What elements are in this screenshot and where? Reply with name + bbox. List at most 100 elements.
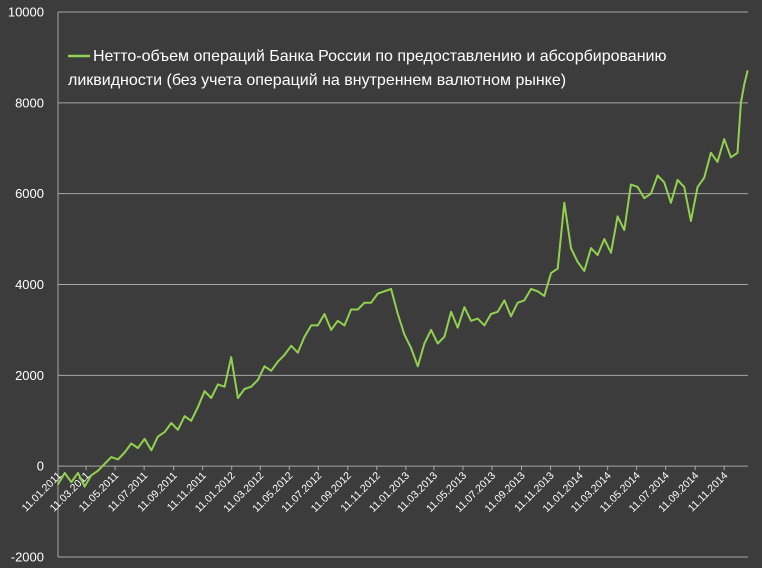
data-point	[343, 324, 346, 327]
data-point	[330, 329, 332, 331]
data-point	[83, 485, 86, 488]
data-point	[503, 299, 506, 302]
data-point	[137, 447, 139, 449]
data-point	[563, 201, 566, 204]
data-point	[730, 156, 732, 159]
data-point	[416, 365, 419, 368]
y-tick-label: 8000	[15, 95, 44, 110]
y-tick-label: 10000	[8, 5, 44, 20]
data-point	[436, 342, 439, 345]
data-point	[583, 270, 586, 272]
y-tick-label: 0	[37, 459, 44, 474]
data-point	[490, 313, 492, 315]
data-point	[603, 238, 606, 241]
data-point	[376, 292, 379, 295]
data-point	[510, 315, 512, 318]
data-point	[123, 451, 126, 454]
data-point	[643, 197, 646, 200]
data-point	[683, 186, 686, 188]
data-point	[650, 192, 652, 195]
data-point	[550, 272, 552, 274]
data-point	[270, 369, 273, 372]
data-point	[130, 442, 133, 445]
data-point	[596, 254, 599, 256]
data-point	[410, 347, 412, 349]
data-point	[363, 301, 366, 304]
data-point	[570, 247, 572, 250]
data-point	[323, 313, 326, 315]
data-point	[383, 290, 386, 293]
data-point	[103, 463, 106, 465]
y-axis-ticks: -2000 0 2000 4000 6000 8000 10000	[8, 5, 44, 565]
data-point	[616, 215, 619, 218]
data-point	[257, 379, 259, 381]
data-point	[523, 299, 526, 302]
data-point	[736, 151, 739, 154]
data-point	[636, 186, 639, 188]
y-tick-label: 4000	[15, 277, 44, 292]
data-point	[57, 483, 59, 486]
data-point	[143, 438, 146, 440]
data-point	[746, 70, 749, 72]
data-point	[230, 356, 233, 359]
data-point	[396, 313, 399, 315]
data-point	[656, 174, 659, 177]
data-point	[423, 342, 426, 345]
gridlines	[58, 11, 748, 558]
data-point	[430, 329, 432, 331]
data-point	[97, 469, 99, 472]
data-point	[63, 472, 66, 474]
data-point	[150, 449, 153, 452]
data-point	[630, 183, 632, 186]
data-point	[110, 456, 113, 458]
data-point	[237, 397, 239, 399]
data-point	[290, 344, 293, 347]
data-point	[403, 333, 406, 336]
legend-label-continued: ликвидности (без учета операций на внутр…	[68, 72, 566, 89]
data-point	[243, 388, 246, 390]
legend: Нетто-объем операций Банка России по пре…	[68, 48, 666, 89]
data-point	[496, 310, 499, 313]
data-point	[310, 324, 313, 327]
data-point	[217, 383, 219, 386]
series-line	[57, 70, 749, 488]
data-point	[623, 229, 626, 231]
data-point	[350, 308, 352, 311]
data-point	[476, 317, 479, 320]
data-point	[296, 351, 299, 354]
data-point	[276, 360, 279, 363]
data-point	[483, 324, 486, 327]
data-point	[590, 247, 592, 250]
data-point	[77, 472, 79, 474]
data-point	[157, 435, 159, 438]
data-point	[530, 288, 532, 290]
data-point	[370, 301, 372, 304]
data-point	[740, 101, 742, 104]
data-point	[170, 422, 173, 424]
data-point	[610, 251, 612, 254]
data-point	[203, 390, 206, 393]
data-point	[516, 301, 519, 304]
data-point	[183, 415, 186, 418]
data-point	[190, 419, 193, 422]
data-point	[463, 306, 466, 309]
data-point	[710, 151, 712, 154]
data-point	[543, 295, 546, 297]
data-point	[210, 397, 213, 399]
data-point	[223, 385, 226, 388]
data-point	[470, 319, 472, 322]
series-layer	[57, 70, 749, 488]
data-point	[356, 308, 359, 311]
data-point	[556, 267, 559, 270]
data-point	[703, 176, 706, 179]
data-point	[743, 83, 746, 86]
data-point	[250, 385, 253, 388]
y-tick-label: 6000	[15, 186, 44, 201]
data-point	[663, 181, 666, 184]
data-point	[336, 319, 339, 322]
data-point	[197, 406, 199, 408]
data-point	[670, 201, 672, 204]
data-point	[263, 365, 266, 368]
